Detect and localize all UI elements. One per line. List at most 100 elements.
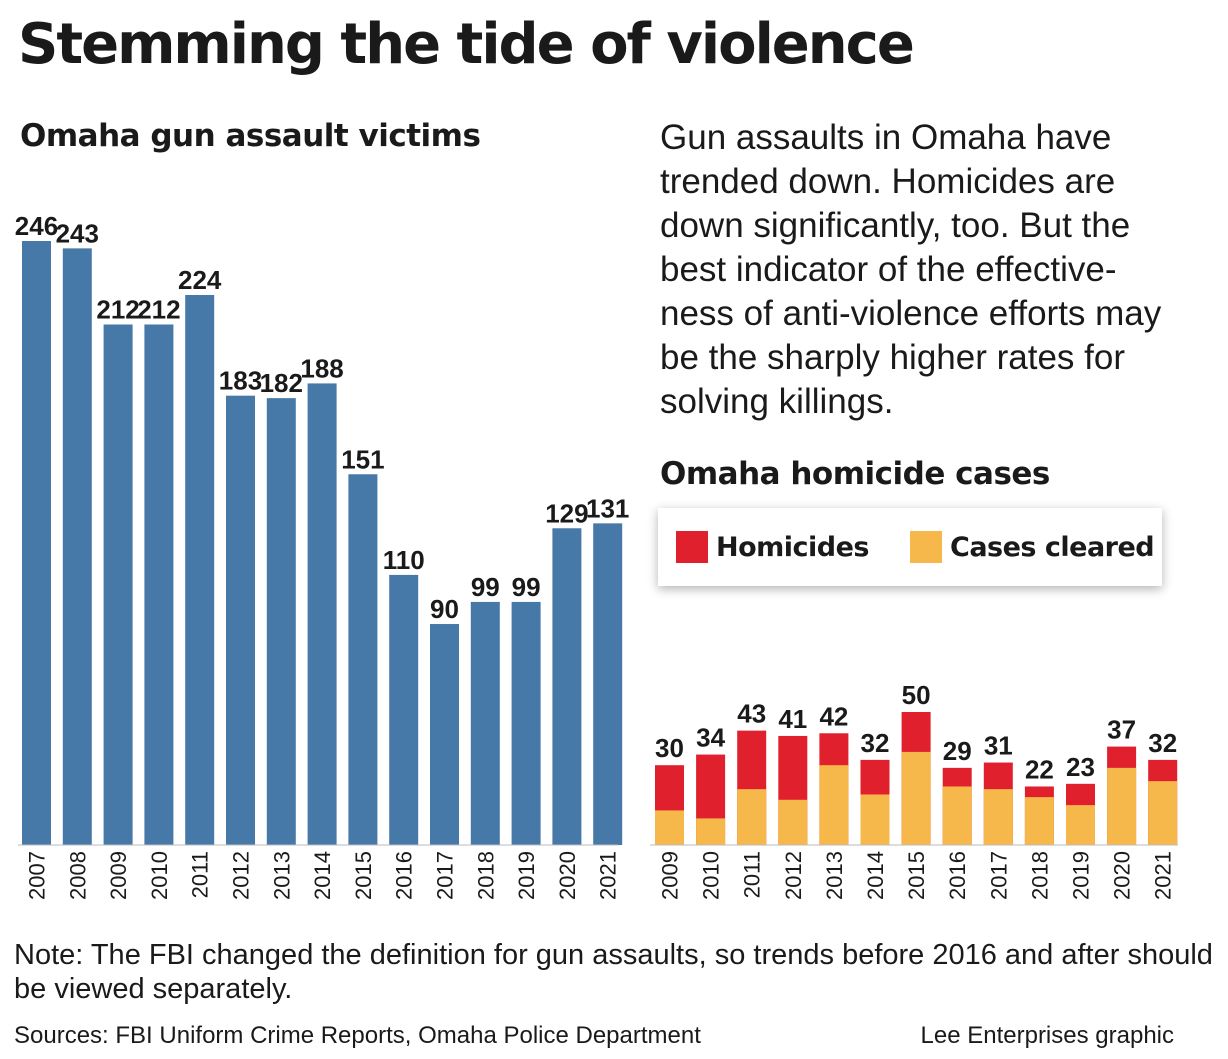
gun-value-label-2010: 212 bbox=[137, 294, 180, 324]
gun-tick-2012: 2012 bbox=[229, 851, 254, 900]
homicide-value-label-2019: 23 bbox=[1066, 752, 1095, 782]
homicide-tick-2012: 2012 bbox=[781, 851, 806, 900]
gun-bar-2012 bbox=[226, 395, 255, 845]
cleared-bar-2019 bbox=[1066, 805, 1095, 845]
homicide-legend: Homicides Cases cleared bbox=[658, 508, 1162, 586]
homicide-value-label-2017: 31 bbox=[984, 731, 1013, 761]
homicide-tick-2014: 2014 bbox=[863, 851, 888, 900]
gun-value-label-2015: 151 bbox=[341, 444, 384, 474]
homicide-tick-2019: 2019 bbox=[1069, 851, 1094, 900]
homicide-tick-2017: 2017 bbox=[986, 851, 1011, 900]
legend-label-homicides: Homicides bbox=[716, 531, 870, 563]
cleared-bar-2009 bbox=[655, 810, 684, 845]
gun-tick-2010: 2010 bbox=[147, 851, 172, 900]
homicide-value-label-2013: 42 bbox=[819, 701, 848, 731]
homicide-value-label-2016: 29 bbox=[943, 736, 972, 766]
gun-value-label-2018: 99 bbox=[471, 572, 500, 602]
homicide-value-label-2021: 32 bbox=[1148, 728, 1177, 758]
homicide-tick-2021: 2021 bbox=[1151, 851, 1176, 900]
homicide-value-label-2009: 30 bbox=[655, 733, 684, 763]
gun-tick-2019: 2019 bbox=[514, 851, 539, 900]
gun-tick-2009: 2009 bbox=[106, 851, 131, 900]
cleared-bar-2011 bbox=[737, 789, 767, 845]
cleared-bar-2015 bbox=[901, 751, 931, 845]
gun-tick-2016: 2016 bbox=[392, 851, 417, 900]
cleared-bar-2012 bbox=[778, 799, 808, 845]
cleared-bar-2017 bbox=[983, 789, 1013, 845]
homicide-tick-2010: 2010 bbox=[699, 851, 724, 900]
homicide-tick-2020: 2020 bbox=[1110, 851, 1135, 900]
gun-bar-2013 bbox=[266, 398, 296, 845]
homicide-tick-2009: 2009 bbox=[658, 851, 683, 900]
gun-tick-2007: 2007 bbox=[25, 851, 50, 900]
homicide-tick-2015: 2015 bbox=[904, 851, 929, 900]
gun-tick-2020: 2020 bbox=[555, 851, 580, 900]
gun-bar-2008 bbox=[62, 248, 92, 846]
page-title: Stemming the tide of violence bbox=[18, 12, 915, 77]
homicide-value-label-2020: 37 bbox=[1107, 715, 1136, 745]
gun-tick-2015: 2015 bbox=[351, 851, 376, 900]
gun-value-label-2009: 212 bbox=[96, 294, 139, 324]
gun-tick-2021: 2021 bbox=[596, 851, 621, 900]
gun-bar-2015 bbox=[348, 474, 378, 845]
gun-value-label-2016: 110 bbox=[383, 545, 425, 575]
gun-value-label-2013: 182 bbox=[260, 368, 303, 398]
homicide-chart-title: Omaha homicide cases bbox=[660, 456, 1050, 492]
gun-value-label-2008: 243 bbox=[56, 218, 99, 248]
gun-bar-2009 bbox=[103, 324, 133, 845]
gun-tick-2011: 2011 bbox=[188, 851, 213, 898]
gun-bar-2018 bbox=[470, 601, 500, 845]
cleared-bar-2010 bbox=[696, 818, 726, 845]
homicide-tick-2018: 2018 bbox=[1027, 851, 1052, 900]
homicide-value-label-2010: 34 bbox=[696, 723, 725, 753]
cleared-bar-2014 bbox=[860, 794, 890, 845]
gun-bar-2019 bbox=[511, 601, 541, 845]
homicide-tick-2011: 2011 bbox=[740, 851, 765, 898]
homicide-value-label-2018: 22 bbox=[1025, 754, 1054, 784]
legend-swatch-cleared bbox=[910, 531, 942, 563]
gun-assault-chart: 246 2007 243 2008 212 2009 212 2010 224 2011 183 20… bbox=[15, 211, 630, 900]
gun-bar-2021 bbox=[593, 523, 623, 845]
gun-bar-2016 bbox=[389, 574, 419, 845]
cleared-bar-2013 bbox=[819, 765, 849, 845]
legend-item-homicides: Homicides bbox=[676, 530, 870, 564]
sources-text: Sources: FBI Uniform Crime Reports, Omah… bbox=[14, 1022, 701, 1049]
cleared-bar-2020 bbox=[1107, 767, 1137, 845]
legend-swatch-homicides bbox=[676, 531, 708, 563]
gun-value-label-2012: 183 bbox=[219, 366, 262, 396]
gun-bar-2017 bbox=[430, 624, 459, 845]
gun-bar-2007 bbox=[22, 241, 51, 845]
gun-value-label-2019: 99 bbox=[512, 572, 541, 602]
homicide-tick-2016: 2016 bbox=[945, 851, 970, 900]
gun-tick-2017: 2017 bbox=[433, 851, 458, 900]
cleared-bar-2021 bbox=[1148, 781, 1178, 845]
gun-bar-2011 bbox=[185, 295, 215, 846]
gun-tick-2018: 2018 bbox=[473, 851, 498, 900]
homicide-value-label-2014: 32 bbox=[861, 728, 890, 758]
cleared-bar-2016 bbox=[942, 786, 972, 845]
description-text: Gun assaults in Omaha have trended down.… bbox=[660, 118, 1162, 421]
note-text: Note: The FBI changed the definition for… bbox=[14, 939, 1213, 1005]
gun-assault-chart-title: Omaha gun assault victims bbox=[20, 118, 481, 154]
gun-bar-2014 bbox=[307, 383, 337, 845]
gun-value-label-2014: 188 bbox=[300, 353, 343, 383]
gun-value-label-2011: 224 bbox=[178, 265, 222, 295]
gun-tick-2014: 2014 bbox=[310, 851, 335, 900]
homicide-value-label-2011: 43 bbox=[737, 699, 766, 729]
gun-value-label-2007: 246 bbox=[15, 211, 58, 241]
cleared-bar-2018 bbox=[1024, 797, 1054, 845]
credit-text: Lee Enterprises graphic bbox=[920, 1022, 1174, 1049]
gun-value-label-2017: 90 bbox=[430, 594, 459, 624]
gun-bar-2010 bbox=[144, 324, 174, 845]
gun-bar-2020 bbox=[552, 528, 582, 845]
gun-value-label-2020: 129 bbox=[545, 498, 588, 528]
legend-label-cleared: Cases cleared bbox=[950, 531, 1155, 563]
homicide-tick-2013: 2013 bbox=[822, 851, 847, 900]
legend-item-cases-cleared: Cases cleared bbox=[910, 530, 1155, 564]
homicide-value-label-2015: 50 bbox=[902, 680, 931, 710]
gun-tick-2008: 2008 bbox=[65, 851, 90, 900]
homicide-value-label-2012: 41 bbox=[778, 704, 807, 734]
gun-tick-2013: 2013 bbox=[269, 851, 294, 900]
homicide-chart: 30 2009 34 2010 43 2011 41 2012 42 2013 32 2014 50 20… bbox=[650, 680, 1178, 900]
gun-value-label-2021: 131 bbox=[586, 493, 629, 523]
